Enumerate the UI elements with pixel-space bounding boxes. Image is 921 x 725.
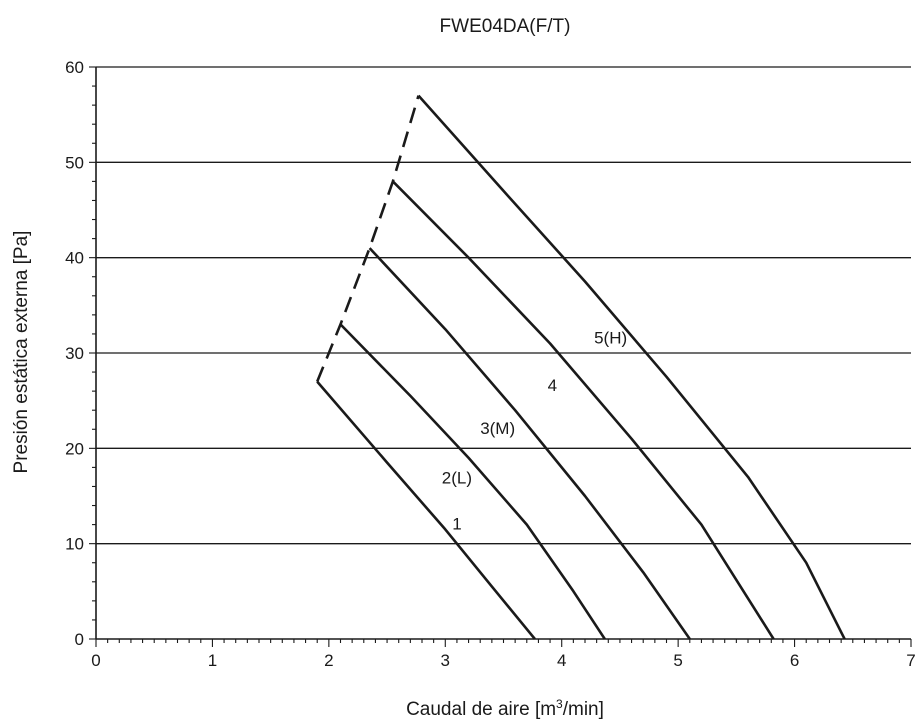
y-tick-label-60: 60 (65, 58, 84, 77)
x-tick-label-0: 0 (91, 651, 100, 670)
series-label-5: 5(H) (594, 328, 627, 347)
series-label-1: 1 (452, 514, 461, 533)
series-label-3: 3(M) (480, 419, 515, 438)
y-axis-label: Presión estática externa [Pa] (11, 231, 32, 474)
x-axis-label-tail: /min] (563, 699, 604, 720)
series-label-4: 4 (548, 376, 557, 395)
series-line-3 (368, 247, 691, 640)
tick-marks (89, 66, 912, 647)
x-tick-label-3: 3 (441, 651, 450, 670)
series-labels: 1 2(L) 3(M) 4 5(H) (442, 328, 627, 533)
x-tick-label-7: 7 (906, 651, 915, 670)
x-tick-label-5: 5 (673, 651, 682, 670)
y-tick-labels: 0 10 20 30 40 50 60 (65, 58, 84, 649)
x-tick-label-4: 4 (557, 651, 566, 670)
series-line-2 (339, 323, 606, 640)
y-tick-label-50: 50 (65, 153, 84, 172)
y-tick-label-20: 20 (65, 439, 84, 458)
chart-title: FWE04DA(F/T) (440, 16, 571, 37)
x-tick-label-1: 1 (208, 651, 217, 670)
series-curves (315, 94, 846, 640)
gridlines (96, 66, 911, 545)
series-line-1 (316, 380, 536, 640)
y-tick-label-10: 10 (65, 535, 84, 554)
series-line-5 (417, 94, 846, 640)
series-line-4 (391, 180, 775, 640)
x-axis-label-superscript: 3 (556, 697, 563, 711)
x-tick-label-6: 6 (790, 651, 799, 670)
y-tick-label-30: 30 (65, 344, 84, 363)
x-axis-label: Caudal de aire [m3/min] (406, 697, 604, 720)
x-axis-label-main: Caudal de aire [m (406, 699, 556, 720)
y-tick-label-40: 40 (65, 249, 84, 268)
limit-line-dashed (315, 95, 420, 383)
y-tick-label-0: 0 (75, 630, 84, 649)
series-label-2: 2(L) (442, 469, 472, 488)
x-tick-labels: 0 1 2 3 4 5 6 7 (91, 651, 915, 670)
x-tick-label-2: 2 (324, 651, 333, 670)
